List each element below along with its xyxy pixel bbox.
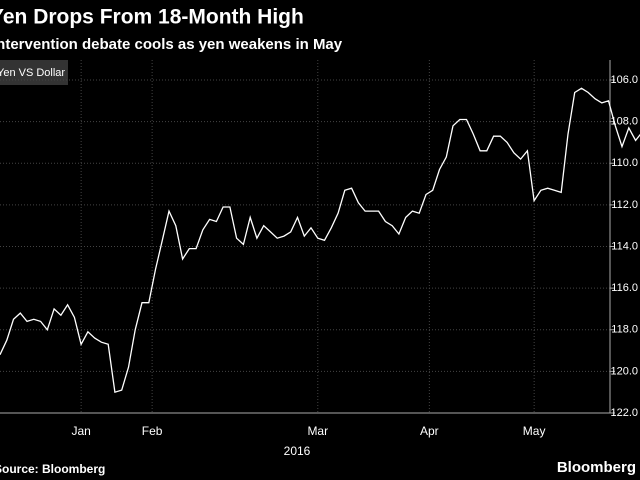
x-tick-label: Mar — [307, 424, 328, 438]
x-axis-label: 2016 — [284, 444, 311, 458]
price-line — [0, 87, 640, 394]
y-tick-label: 112.0 — [611, 199, 638, 211]
y-tick-label: 106.0 — [610, 74, 638, 86]
brand: Bloomberg — [557, 459, 636, 476]
x-tick-label: Jan — [71, 424, 90, 438]
y-tick-label: 114.0 — [611, 240, 638, 252]
x-tick-label: Feb — [142, 424, 163, 438]
x-tick-label: May — [523, 424, 546, 438]
legend-label: Yen VS Dollar — [0, 67, 65, 79]
x-tick-label: Apr — [420, 424, 439, 438]
y-tick-label: 108.0 — [610, 116, 638, 128]
y-tick-label: 116.0 — [611, 282, 638, 294]
y-tick-label: 120.0 — [610, 365, 638, 377]
y-tick-label: 122.0 — [610, 407, 638, 419]
y-tick-label: 118.0 — [611, 324, 638, 336]
legend-box — [0, 60, 68, 85]
chart-subtitle: Intervention debate cools as yen weakens… — [0, 36, 343, 53]
y-tick-label: 110.0 — [611, 157, 638, 169]
chart-title: Yen Drops From 18-Month High — [0, 6, 304, 29]
source: Source: Bloomberg — [0, 462, 105, 476]
